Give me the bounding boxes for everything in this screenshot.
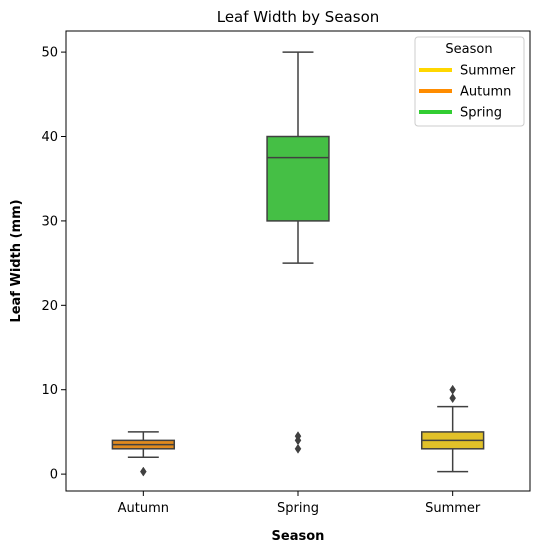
x-tick-label: Summer <box>425 501 481 516</box>
y-tick-label: 10 <box>41 383 58 398</box>
y-axis: 0 10 20 30 40 50 <box>41 46 66 483</box>
legend-label-autumn: Autumn <box>460 85 511 100</box>
y-tick-label: 0 <box>50 468 58 483</box>
box <box>267 137 329 221</box>
x-axis: Autumn Spring Summer <box>118 491 481 516</box>
box-group-summer <box>422 385 484 471</box>
y-axis-label: Leaf Width (mm) <box>9 199 24 322</box>
y-tick-label: 40 <box>41 130 58 145</box>
box-group-autumn <box>112 432 174 476</box>
legend: Season Summer Autumn Spring <box>415 37 524 126</box>
y-tick-label: 50 <box>41 46 58 61</box>
outlier-point <box>140 467 146 476</box>
legend-label-summer: Summer <box>460 64 516 79</box>
y-tick-label: 30 <box>41 214 58 229</box>
x-axis-label: Season <box>272 529 325 544</box>
outlier-point <box>450 394 456 403</box>
legend-label-spring: Spring <box>460 106 502 121</box>
y-tick-label: 20 <box>41 299 58 314</box>
legend-title: Season <box>445 42 492 57</box>
outlier-point <box>450 385 456 394</box>
x-tick-label: Autumn <box>118 501 169 516</box>
chart-title: Leaf Width by Season <box>217 8 380 26</box>
box-group-spring <box>267 52 329 453</box>
x-tick-label: Spring <box>277 501 319 516</box>
outlier-point <box>295 444 301 453</box>
